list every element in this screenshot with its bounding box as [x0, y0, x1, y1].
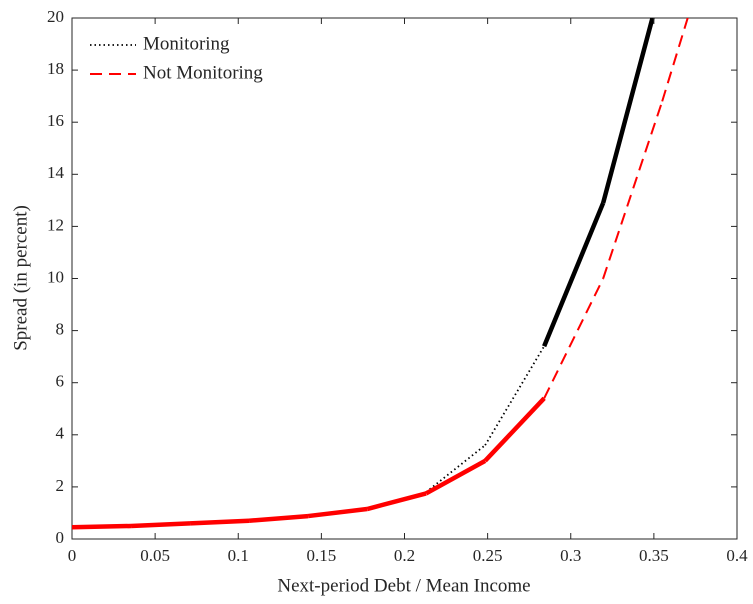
line-segment	[600, 18, 655, 204]
x-tick-label: 0	[68, 546, 77, 565]
line-segment	[72, 523, 132, 530]
x-tick-label: 0.15	[307, 546, 337, 565]
y-axis-label: Spread (in percent)	[10, 205, 31, 351]
line-segment	[483, 396, 546, 463]
y-tick-label: 6	[56, 372, 65, 391]
line-segment	[425, 444, 486, 493]
x-tick-label: 0.3	[560, 546, 581, 565]
y-tick-label: 4	[56, 424, 65, 443]
plot-frame	[71, 17, 738, 540]
line-segment	[425, 458, 487, 496]
x-tick-label: 0.4	[726, 546, 748, 565]
line-segment	[248, 513, 309, 524]
line-segment	[661, 18, 689, 102]
line-segment	[542, 202, 606, 348]
x-axis-label: Next-period Debt / Mean Income	[277, 575, 530, 596]
y-tick-label: 14	[47, 163, 65, 182]
x-tick-label: 0.05	[140, 546, 170, 565]
line-segment	[130, 521, 191, 529]
y-tick-label: 2	[56, 476, 65, 495]
legend-label: Not Monitoring	[143, 62, 263, 83]
y-tick-label: 10	[47, 267, 64, 286]
y-tick-label: 12	[47, 215, 64, 234]
y-tick-label: 18	[47, 59, 64, 78]
y-tick-label: 8	[56, 320, 65, 339]
lines	[72, 18, 689, 530]
x-tick-label: 0.1	[228, 546, 249, 565]
legend-label: Monitoring	[143, 33, 230, 54]
x-tick-label: 0.25	[473, 546, 503, 565]
line-segment	[307, 506, 368, 519]
line-segment	[484, 345, 545, 446]
line-segment	[366, 491, 427, 512]
y-tick-label: 20	[47, 7, 64, 26]
line-segment	[602, 101, 664, 279]
y-tick-label: 16	[47, 111, 64, 130]
line-segment	[189, 518, 250, 526]
x-tick-label: 0.35	[639, 546, 669, 565]
y-tick-label: 0	[56, 528, 65, 547]
line-segment	[543, 278, 605, 399]
x-tick-label: 0.2	[394, 546, 415, 565]
